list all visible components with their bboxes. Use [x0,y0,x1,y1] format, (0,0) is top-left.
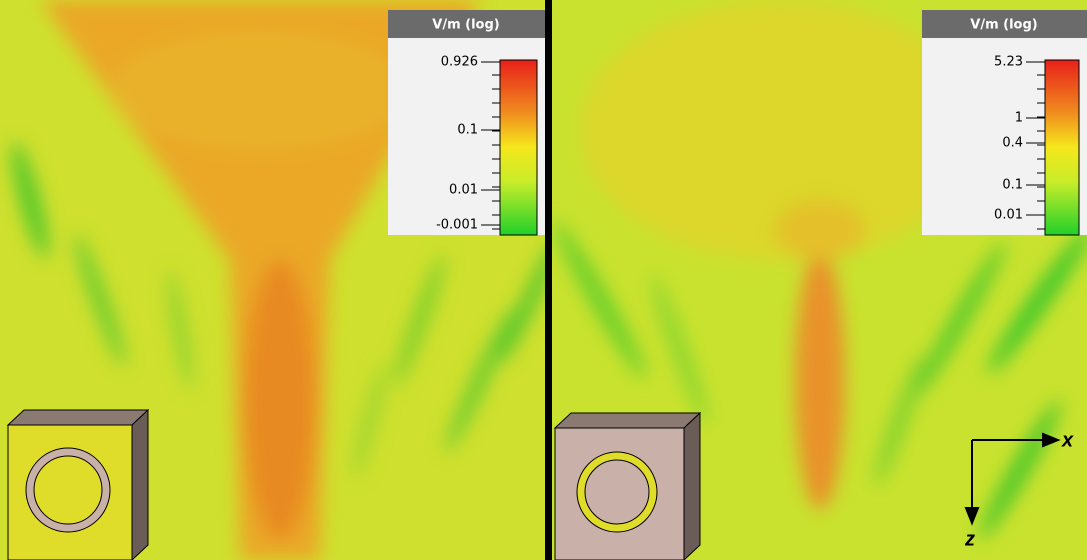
legend-tick-label: 5.23 [994,55,1023,70]
legend-right: V/m (log) [922,10,1087,235]
divider [545,0,552,560]
legend-tick-label: 0.1 [1002,178,1023,193]
axis-label: z [964,528,975,550]
legend-tick-label: 0.01 [449,183,478,198]
field-plots: V/m (log) V/m (log) x z 0.926 0.1 0.01 -0.0… [0,0,1087,560]
legend-tick-label: 0.926 [441,55,478,70]
legend-tick-label: 0.01 [994,208,1023,223]
legend-tick-label: 0.4 [1002,136,1023,151]
cube-icon-right [555,413,700,560]
legend-tick-label: -0.001 [436,218,478,233]
legend-title: V/m (log) [432,18,499,33]
legend-tick-label: 1 [1015,111,1023,126]
legend-title: V/m (log) [970,18,1037,33]
axis-label: x [1061,429,1074,451]
cube-icon-left [8,410,148,560]
legend-tick-label: 0.1 [457,123,478,138]
